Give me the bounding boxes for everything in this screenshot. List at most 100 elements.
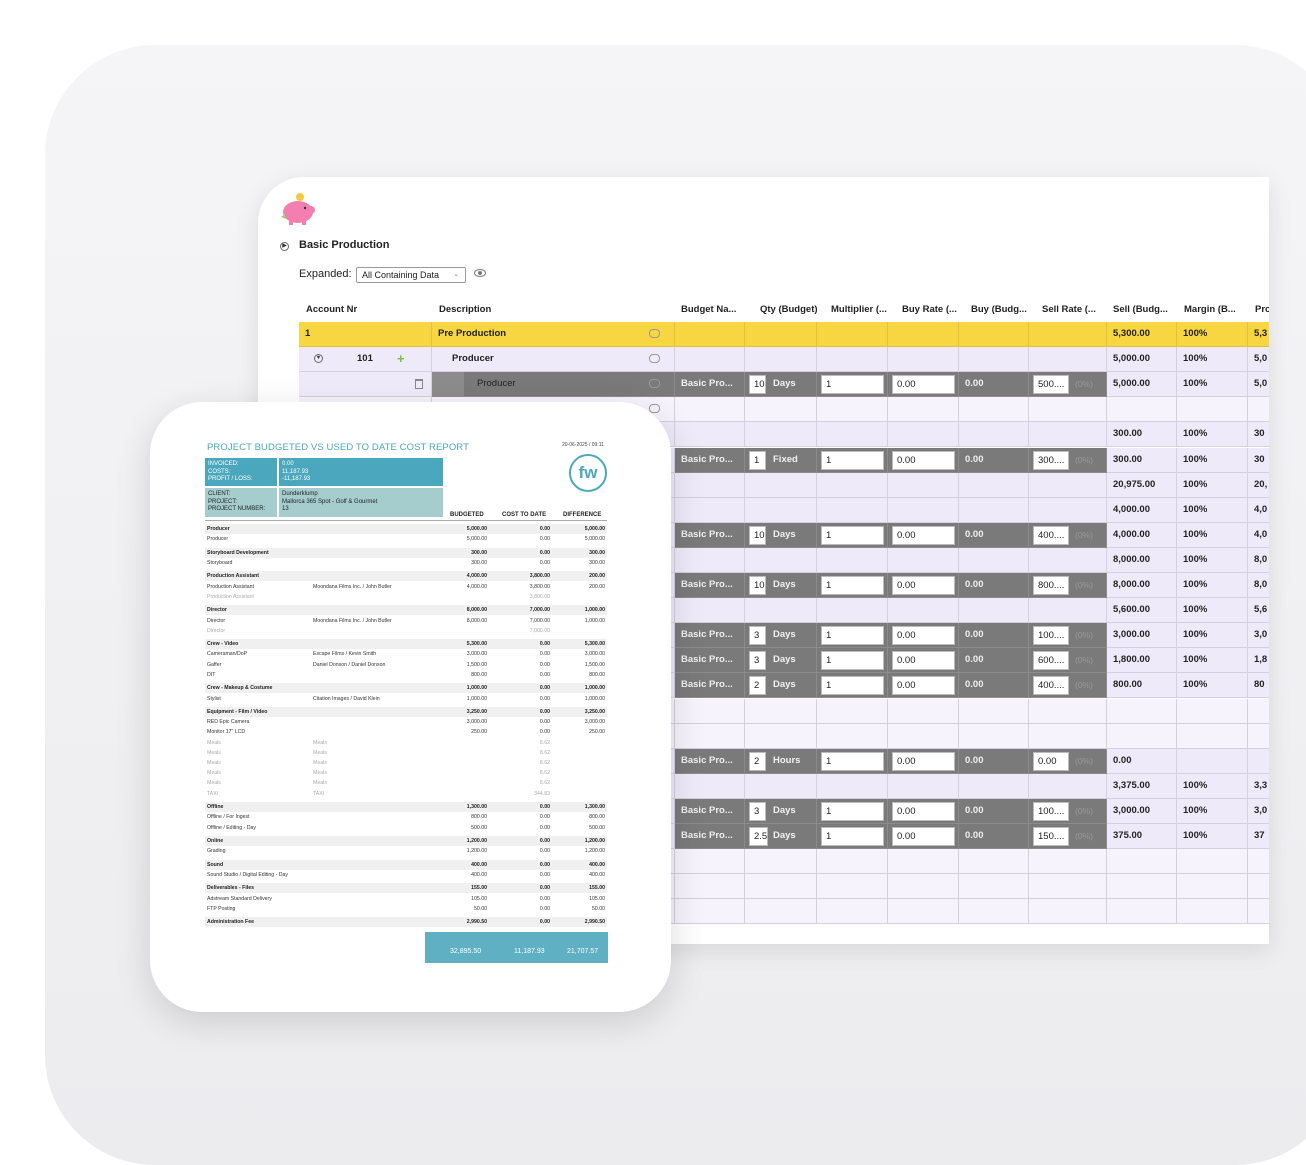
table-cell[interactable] <box>745 547 817 573</box>
table-cell[interactable]: 3,375.00 <box>1107 773 1177 799</box>
table-cell[interactable] <box>1029 723 1107 749</box>
buy-rate-input[interactable]: 0.00 <box>892 676 955 696</box>
table-cell[interactable]: 3,0 <box>1248 623 1269 649</box>
table-cell[interactable] <box>675 773 745 799</box>
table-cell[interactable]: Basic Pro... <box>675 748 745 774</box>
table-cell[interactable] <box>959 723 1029 749</box>
table-cell[interactable] <box>817 497 888 523</box>
multiplier-input[interactable]: 1 <box>821 375 884 395</box>
table-cell[interactable]: 0.00 <box>959 573 1029 598</box>
table-cell[interactable]: 0.00 <box>888 623 959 649</box>
comment-icon[interactable] <box>649 404 660 414</box>
sell-rate-input[interactable]: 150.... <box>1033 827 1069 846</box>
column-header[interactable]: Sell Rate (... <box>1042 304 1096 315</box>
table-cell[interactable] <box>888 698 959 724</box>
column-header[interactable]: Multiplier (... <box>831 304 887 315</box>
table-cell[interactable]: 800.00 <box>1107 673 1177 699</box>
table-cell[interactable] <box>1107 698 1177 724</box>
buy-rate-input[interactable]: 0.00 <box>892 576 955 595</box>
table-cell[interactable] <box>1029 698 1107 724</box>
table-cell[interactable] <box>1029 422 1107 448</box>
table-cell[interactable]: 20, <box>1248 472 1269 498</box>
table-cell[interactable] <box>1029 773 1107 799</box>
table-cell[interactable] <box>675 547 745 573</box>
table-cell[interactable] <box>745 322 817 347</box>
table-cell[interactable]: 300.... (0%) <box>1029 447 1107 473</box>
table-cell[interactable]: 0.00 <box>888 748 959 774</box>
table-cell[interactable] <box>959 397 1029 423</box>
table-cell[interactable]: 20,975.00 <box>1107 472 1177 498</box>
table-cell[interactable] <box>817 598 888 624</box>
table-cell[interactable] <box>817 874 888 900</box>
table-cell[interactable]: 1,800.00 <box>1107 648 1177 674</box>
table-cell[interactable]: 100% <box>1177 824 1248 849</box>
column-header[interactable]: Description <box>439 304 492 315</box>
table-cell[interactable]: 3 Days <box>745 623 817 649</box>
table-cell[interactable] <box>745 472 817 498</box>
table-cell[interactable]: 400.... (0%) <box>1029 522 1107 548</box>
multiplier-input[interactable]: 1 <box>821 676 884 696</box>
comment-icon[interactable] <box>649 329 660 338</box>
table-cell[interactable]: 1 <box>817 522 888 548</box>
table-cell[interactable] <box>888 472 959 498</box>
table-cell[interactable] <box>1029 497 1107 523</box>
table-cell[interactable] <box>675 698 745 724</box>
table-cell[interactable] <box>959 347 1029 373</box>
sell-rate-input[interactable]: 800.... <box>1033 576 1069 595</box>
table-row[interactable]: Producer Basic Pro... 10 Days 1 0.00 0.00 500..… <box>299 372 1269 398</box>
column-header[interactable]: Pro <box>1255 304 1269 315</box>
table-cell[interactable]: 400.... (0%) <box>1029 673 1107 699</box>
table-cell[interactable]: 0.00 <box>959 623 1029 649</box>
table-cell[interactable]: 100% <box>1177 522 1248 548</box>
table-cell[interactable]: 0.00 <box>888 522 959 548</box>
table-cell[interactable]: 0.00 <box>959 673 1029 699</box>
comment-icon[interactable] <box>649 354 660 364</box>
table-cell[interactable]: 4,0 <box>1248 522 1269 548</box>
table-cell[interactable]: 100% <box>1177 347 1248 373</box>
table-cell[interactable] <box>1177 698 1248 724</box>
table-cell[interactable] <box>888 547 959 573</box>
table-cell[interactable] <box>1248 849 1269 875</box>
table-cell[interactable]: Producer <box>432 372 675 398</box>
table-cell[interactable] <box>675 322 745 347</box>
table-cell[interactable] <box>817 422 888 448</box>
table-cell[interactable]: 3,3 <box>1248 773 1269 799</box>
table-cell[interactable]: 100% <box>1177 798 1248 824</box>
table-cell[interactable]: 0.00 <box>959 648 1029 674</box>
table-cell[interactable]: 100% <box>1177 372 1248 398</box>
table-cell[interactable] <box>817 547 888 573</box>
table-cell[interactable]: 0.00 <box>888 824 959 849</box>
multiplier-input[interactable]: 1 <box>821 626 884 646</box>
table-cell[interactable] <box>1248 397 1269 423</box>
table-cell[interactable] <box>745 497 817 523</box>
table-cell[interactable]: 30 <box>1248 422 1269 448</box>
table-cell[interactable] <box>299 372 432 398</box>
table-cell[interactable]: 1,8 <box>1248 648 1269 674</box>
qty-input[interactable]: 3 <box>749 651 766 671</box>
table-cell[interactable] <box>1177 397 1248 423</box>
table-cell[interactable] <box>745 422 817 448</box>
qty-input[interactable]: 2 <box>749 751 766 771</box>
table-cell[interactable] <box>888 723 959 749</box>
table-cell[interactable] <box>1029 347 1107 373</box>
multiplier-input[interactable]: 1 <box>821 751 884 771</box>
table-cell[interactable]: 2 Hours <box>745 748 817 774</box>
table-cell[interactable] <box>817 472 888 498</box>
table-cell[interactable] <box>1107 874 1177 900</box>
table-cell[interactable]: 800.... (0%) <box>1029 573 1107 598</box>
buy-rate-input[interactable]: 0.00 <box>892 626 955 646</box>
table-cell[interactable]: 3,000.00 <box>1107 798 1177 824</box>
plus-icon[interactable]: + <box>397 351 405 367</box>
table-cell[interactable]: 0.00 <box>959 798 1029 824</box>
table-cell[interactable] <box>959 472 1029 498</box>
table-cell[interactable] <box>959 874 1029 900</box>
table-cell[interactable]: 100% <box>1177 447 1248 473</box>
table-cell[interactable]: 0.00 <box>888 573 959 598</box>
buy-rate-input[interactable]: 0.00 <box>892 751 955 771</box>
qty-input[interactable]: 3 <box>749 626 766 646</box>
table-cell[interactable] <box>675 422 745 448</box>
table-cell[interactable]: 300.00 <box>1107 447 1177 473</box>
column-header[interactable]: Buy Rate (... <box>902 304 957 315</box>
table-cell[interactable] <box>959 422 1029 448</box>
table-cell[interactable]: 3,000.00 <box>1107 623 1177 649</box>
